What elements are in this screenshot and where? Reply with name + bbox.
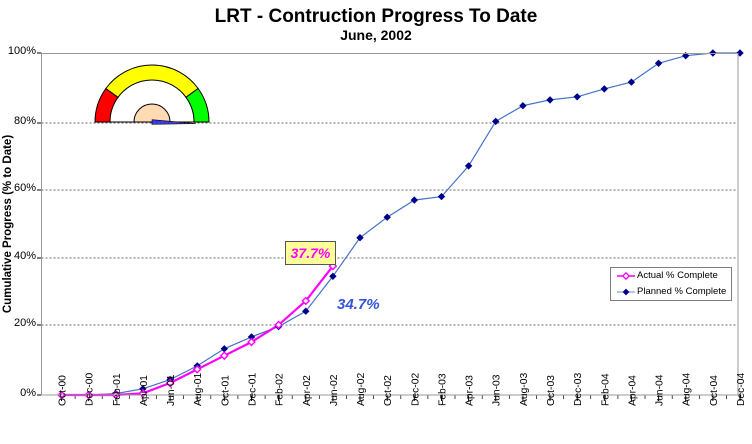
svg-text:Oct-01: Oct-01 <box>220 375 231 406</box>
svg-text:Apr-02: Apr-02 <box>302 375 313 406</box>
svg-text:Jun-04: Jun-04 <box>655 374 666 406</box>
svg-text:Dec-02: Dec-02 <box>410 373 421 406</box>
svg-text:Feb-02: Feb-02 <box>275 373 286 406</box>
svg-text:Feb-01: Feb-01 <box>112 373 123 406</box>
svg-text:Dec-04: Dec-04 <box>736 373 747 406</box>
svg-text:Aug-01: Aug-01 <box>193 373 204 406</box>
svg-text:Apr-03: Apr-03 <box>465 375 476 406</box>
svg-text:Oct-04: Oct-04 <box>709 375 720 406</box>
svg-text:Oct-03: Oct-03 <box>546 375 557 406</box>
svg-text:Feb-04: Feb-04 <box>600 373 611 406</box>
svg-text:Aug-04: Aug-04 <box>682 373 693 406</box>
svg-text:Oct-00: Oct-00 <box>58 375 69 406</box>
svg-text:Jun-01: Jun-01 <box>166 374 177 406</box>
svg-text:Aug-02: Aug-02 <box>356 373 367 406</box>
svg-text:Jun-03: Jun-03 <box>492 374 503 406</box>
svg-text:Dec-00: Dec-00 <box>85 373 96 406</box>
svg-text:Apr-04: Apr-04 <box>627 375 638 406</box>
svg-text:Apr-01: Apr-01 <box>139 375 150 406</box>
svg-text:Oct-02: Oct-02 <box>383 375 394 406</box>
svg-text:Aug-03: Aug-03 <box>519 373 530 406</box>
svg-text:Dec-01: Dec-01 <box>248 373 259 406</box>
svg-text:Feb-03: Feb-03 <box>438 373 449 406</box>
svg-text:Jun-02: Jun-02 <box>329 374 340 406</box>
svg-text:Cumulative Progress (% to Date: Cumulative Progress (% to Date) <box>2 135 14 313</box>
svg-text:Dec-03: Dec-03 <box>573 373 584 406</box>
